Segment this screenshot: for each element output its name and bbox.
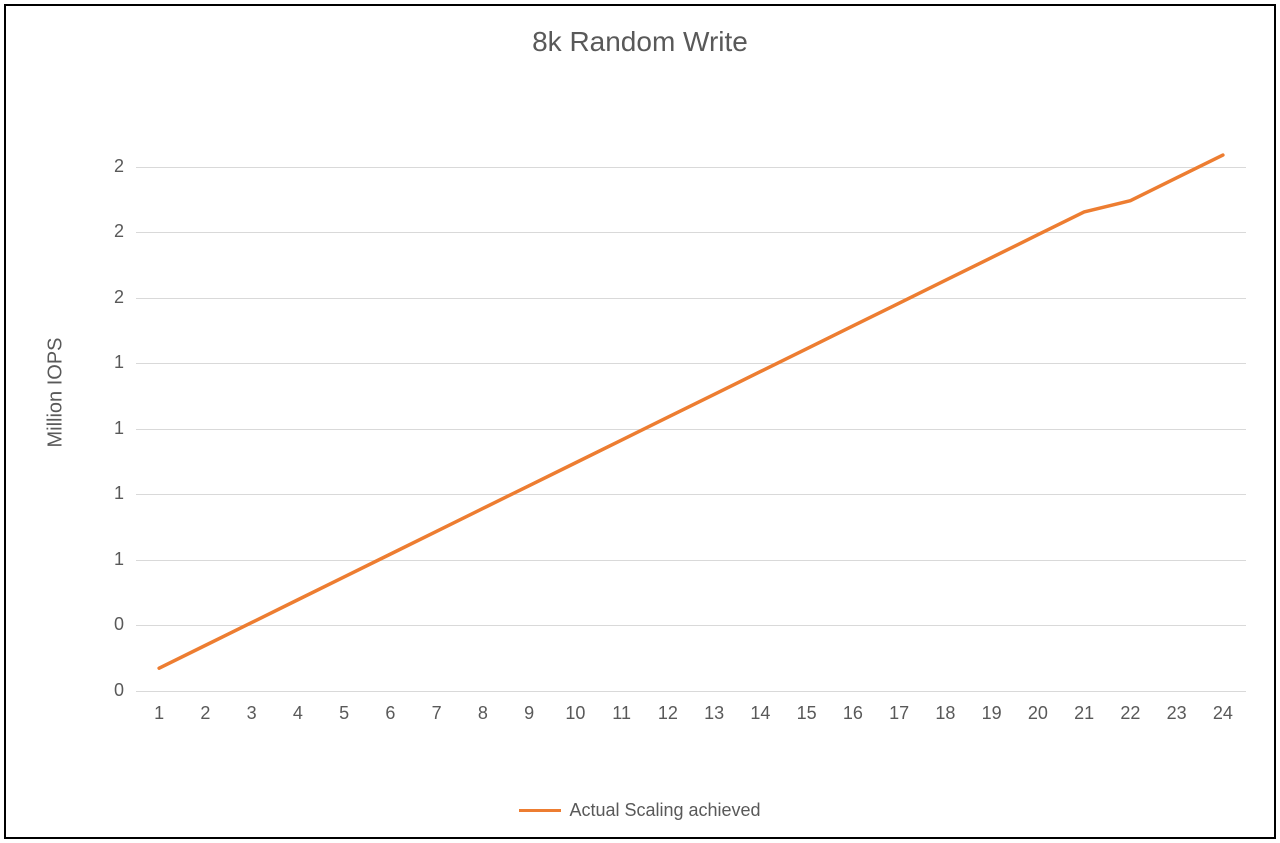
x-tick-label: 24	[1198, 703, 1248, 724]
x-tick-label: 18	[920, 703, 970, 724]
x-tick-label: 6	[365, 703, 415, 724]
y-tick-label: 0	[84, 614, 124, 635]
gridline-y	[136, 691, 1246, 692]
y-tick-label: 2	[84, 287, 124, 308]
x-tick-label: 1	[134, 703, 184, 724]
x-tick-label: 11	[597, 703, 647, 724]
plot-area: 0011112221234567891011121314151617181920…	[136, 101, 1246, 691]
x-tick-label: 4	[273, 703, 323, 724]
y-tick-label: 1	[84, 483, 124, 504]
x-tick-label: 13	[689, 703, 739, 724]
x-tick-label: 8	[458, 703, 508, 724]
x-tick-label: 23	[1152, 703, 1202, 724]
x-tick-label: 16	[828, 703, 878, 724]
chart-frame: 8k Random WriteMillion IOPS0011112221234…	[4, 4, 1276, 839]
series-line	[159, 155, 1223, 668]
x-tick-label: 2	[180, 703, 230, 724]
x-tick-label: 10	[550, 703, 600, 724]
y-tick-label: 1	[84, 352, 124, 373]
x-tick-label: 21	[1059, 703, 1109, 724]
x-tick-label: 22	[1105, 703, 1155, 724]
x-tick-label: 5	[319, 703, 369, 724]
y-tick-label: 2	[84, 221, 124, 242]
chart-title: 8k Random Write	[6, 26, 1274, 58]
x-tick-label: 3	[227, 703, 277, 724]
series-layer	[136, 101, 1246, 691]
y-tick-label: 0	[84, 680, 124, 701]
x-tick-label: 9	[504, 703, 554, 724]
y-tick-label: 1	[84, 418, 124, 439]
y-axis-title: Million IOPS	[45, 293, 68, 493]
legend: Actual Scaling achieved	[6, 800, 1274, 821]
y-tick-label: 2	[84, 156, 124, 177]
legend-swatch	[519, 809, 561, 813]
y-tick-label: 1	[84, 549, 124, 570]
legend-label: Actual Scaling achieved	[569, 800, 760, 821]
x-tick-label: 19	[967, 703, 1017, 724]
x-tick-label: 12	[643, 703, 693, 724]
x-tick-label: 7	[412, 703, 462, 724]
x-tick-label: 15	[782, 703, 832, 724]
x-tick-label: 17	[874, 703, 924, 724]
x-tick-label: 20	[1013, 703, 1063, 724]
x-tick-label: 14	[735, 703, 785, 724]
